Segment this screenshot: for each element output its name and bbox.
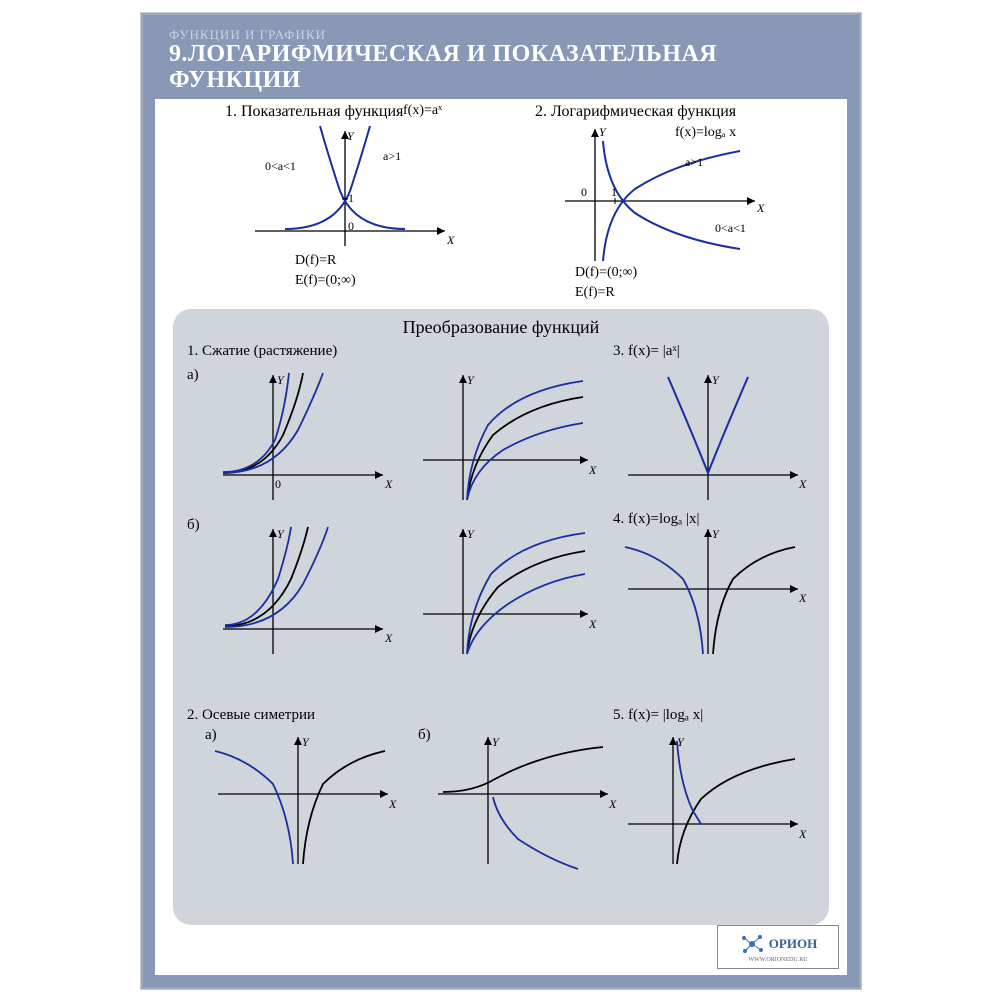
r1c1: Y X 0 <box>203 365 403 515</box>
x-label: X <box>589 617 596 632</box>
y-label: Y <box>492 735 499 750</box>
transform-panel: Преобразование функций 1. Сжатие (растяж… <box>173 309 829 925</box>
log-title: 2. Логарифмическая функция <box>535 103 736 121</box>
poster-frame: ФУНКЦИИ И ГРАФИКИ 9.ЛОГАРИФМИЧЕСКАЯ И ПО… <box>140 12 862 990</box>
exp-range: E(f)=(0;∞) <box>295 273 356 289</box>
y-label: Y <box>467 373 474 388</box>
x-label: X <box>799 591 806 606</box>
r3c2: Y X <box>423 729 623 879</box>
y-label: Y <box>677 735 684 750</box>
exp-block: 1. Показательная функция f(x)=aˣ Y X <box>195 103 495 303</box>
y-label: Y <box>712 527 719 542</box>
r3c1: Y X <box>203 729 403 879</box>
x-label: X <box>799 477 806 492</box>
r1c3: Y X <box>613 365 813 515</box>
exp-tick1: 1 <box>348 191 354 206</box>
x-label: X <box>799 827 806 842</box>
log-Y: Y <box>599 125 606 140</box>
x-label: X <box>385 631 392 646</box>
exp-domain: D(f)=R <box>295 253 336 269</box>
r2c1: Y X <box>203 519 403 669</box>
exp-right-label: a>1 <box>383 149 401 164</box>
sec2: 2. Осевые симетрии <box>187 707 315 724</box>
panel-title: Преобразование функций <box>173 317 829 338</box>
exp-left-label: 0<a<1 <box>265 159 296 174</box>
zero-label: 0 <box>275 477 281 492</box>
y-label: Y <box>277 373 284 388</box>
logo-name: ОРИОН <box>769 936 817 952</box>
y-label: Y <box>712 373 719 388</box>
x-label: X <box>589 463 596 478</box>
exp-title: 1. Показательная функция <box>225 103 403 121</box>
x-label: X <box>389 797 396 812</box>
exp-Y: Y <box>347 129 354 144</box>
y-label: Y <box>277 527 284 542</box>
r2c2: Y X <box>403 519 603 669</box>
y-label: Y <box>302 735 309 750</box>
y-label: Y <box>467 527 474 542</box>
r1c2: Y X <box>403 365 603 515</box>
r2c3: Y X <box>613 519 813 669</box>
exp-tick0: 0 <box>348 219 354 234</box>
log-tick0: 0 <box>581 185 587 200</box>
sec1a: а) <box>187 367 199 384</box>
x-label: X <box>385 477 392 492</box>
top-row: 1. Показательная функция f(x)=aˣ Y X <box>155 99 847 309</box>
log-domain: D(f)=(0;∞) <box>575 265 637 281</box>
logo-url: WWW.ORIONEDU.RU <box>748 957 807 963</box>
exp-X: X <box>447 233 454 248</box>
log-tick1: 1 <box>611 185 617 200</box>
logo-icon <box>739 931 765 957</box>
r3c3: Y X <box>613 729 813 879</box>
log-bottom-label: 0<a<1 <box>715 221 746 236</box>
log-X: X <box>757 201 764 216</box>
sec1b: б) <box>187 517 200 534</box>
exp-formula: f(x)=aˣ <box>403 103 442 119</box>
publisher-logo: ОРИОН WWW.ORIONEDU.RU <box>717 925 839 969</box>
content-sheet: 1. Показательная функция f(x)=aˣ Y X <box>155 99 847 975</box>
log-top-label: a>1 <box>685 155 703 170</box>
log-range: E(f)=R <box>575 285 615 301</box>
log-block: 2. Логарифмическая функция f(x)=logₐ x Y… <box>525 103 835 303</box>
sec1: 1. Сжатие (растяжение) <box>187 343 337 360</box>
sec3: 3. f(x)= |aˣ| <box>613 343 680 360</box>
sec5: 5. f(x)= |logₐ x| <box>613 707 703 724</box>
header-title: 9.ЛОГАРИФМИЧЕСКАЯ И ПОКАЗАТЕЛЬНАЯ ФУНКЦИ… <box>169 41 829 93</box>
log-plot <box>525 121 835 271</box>
